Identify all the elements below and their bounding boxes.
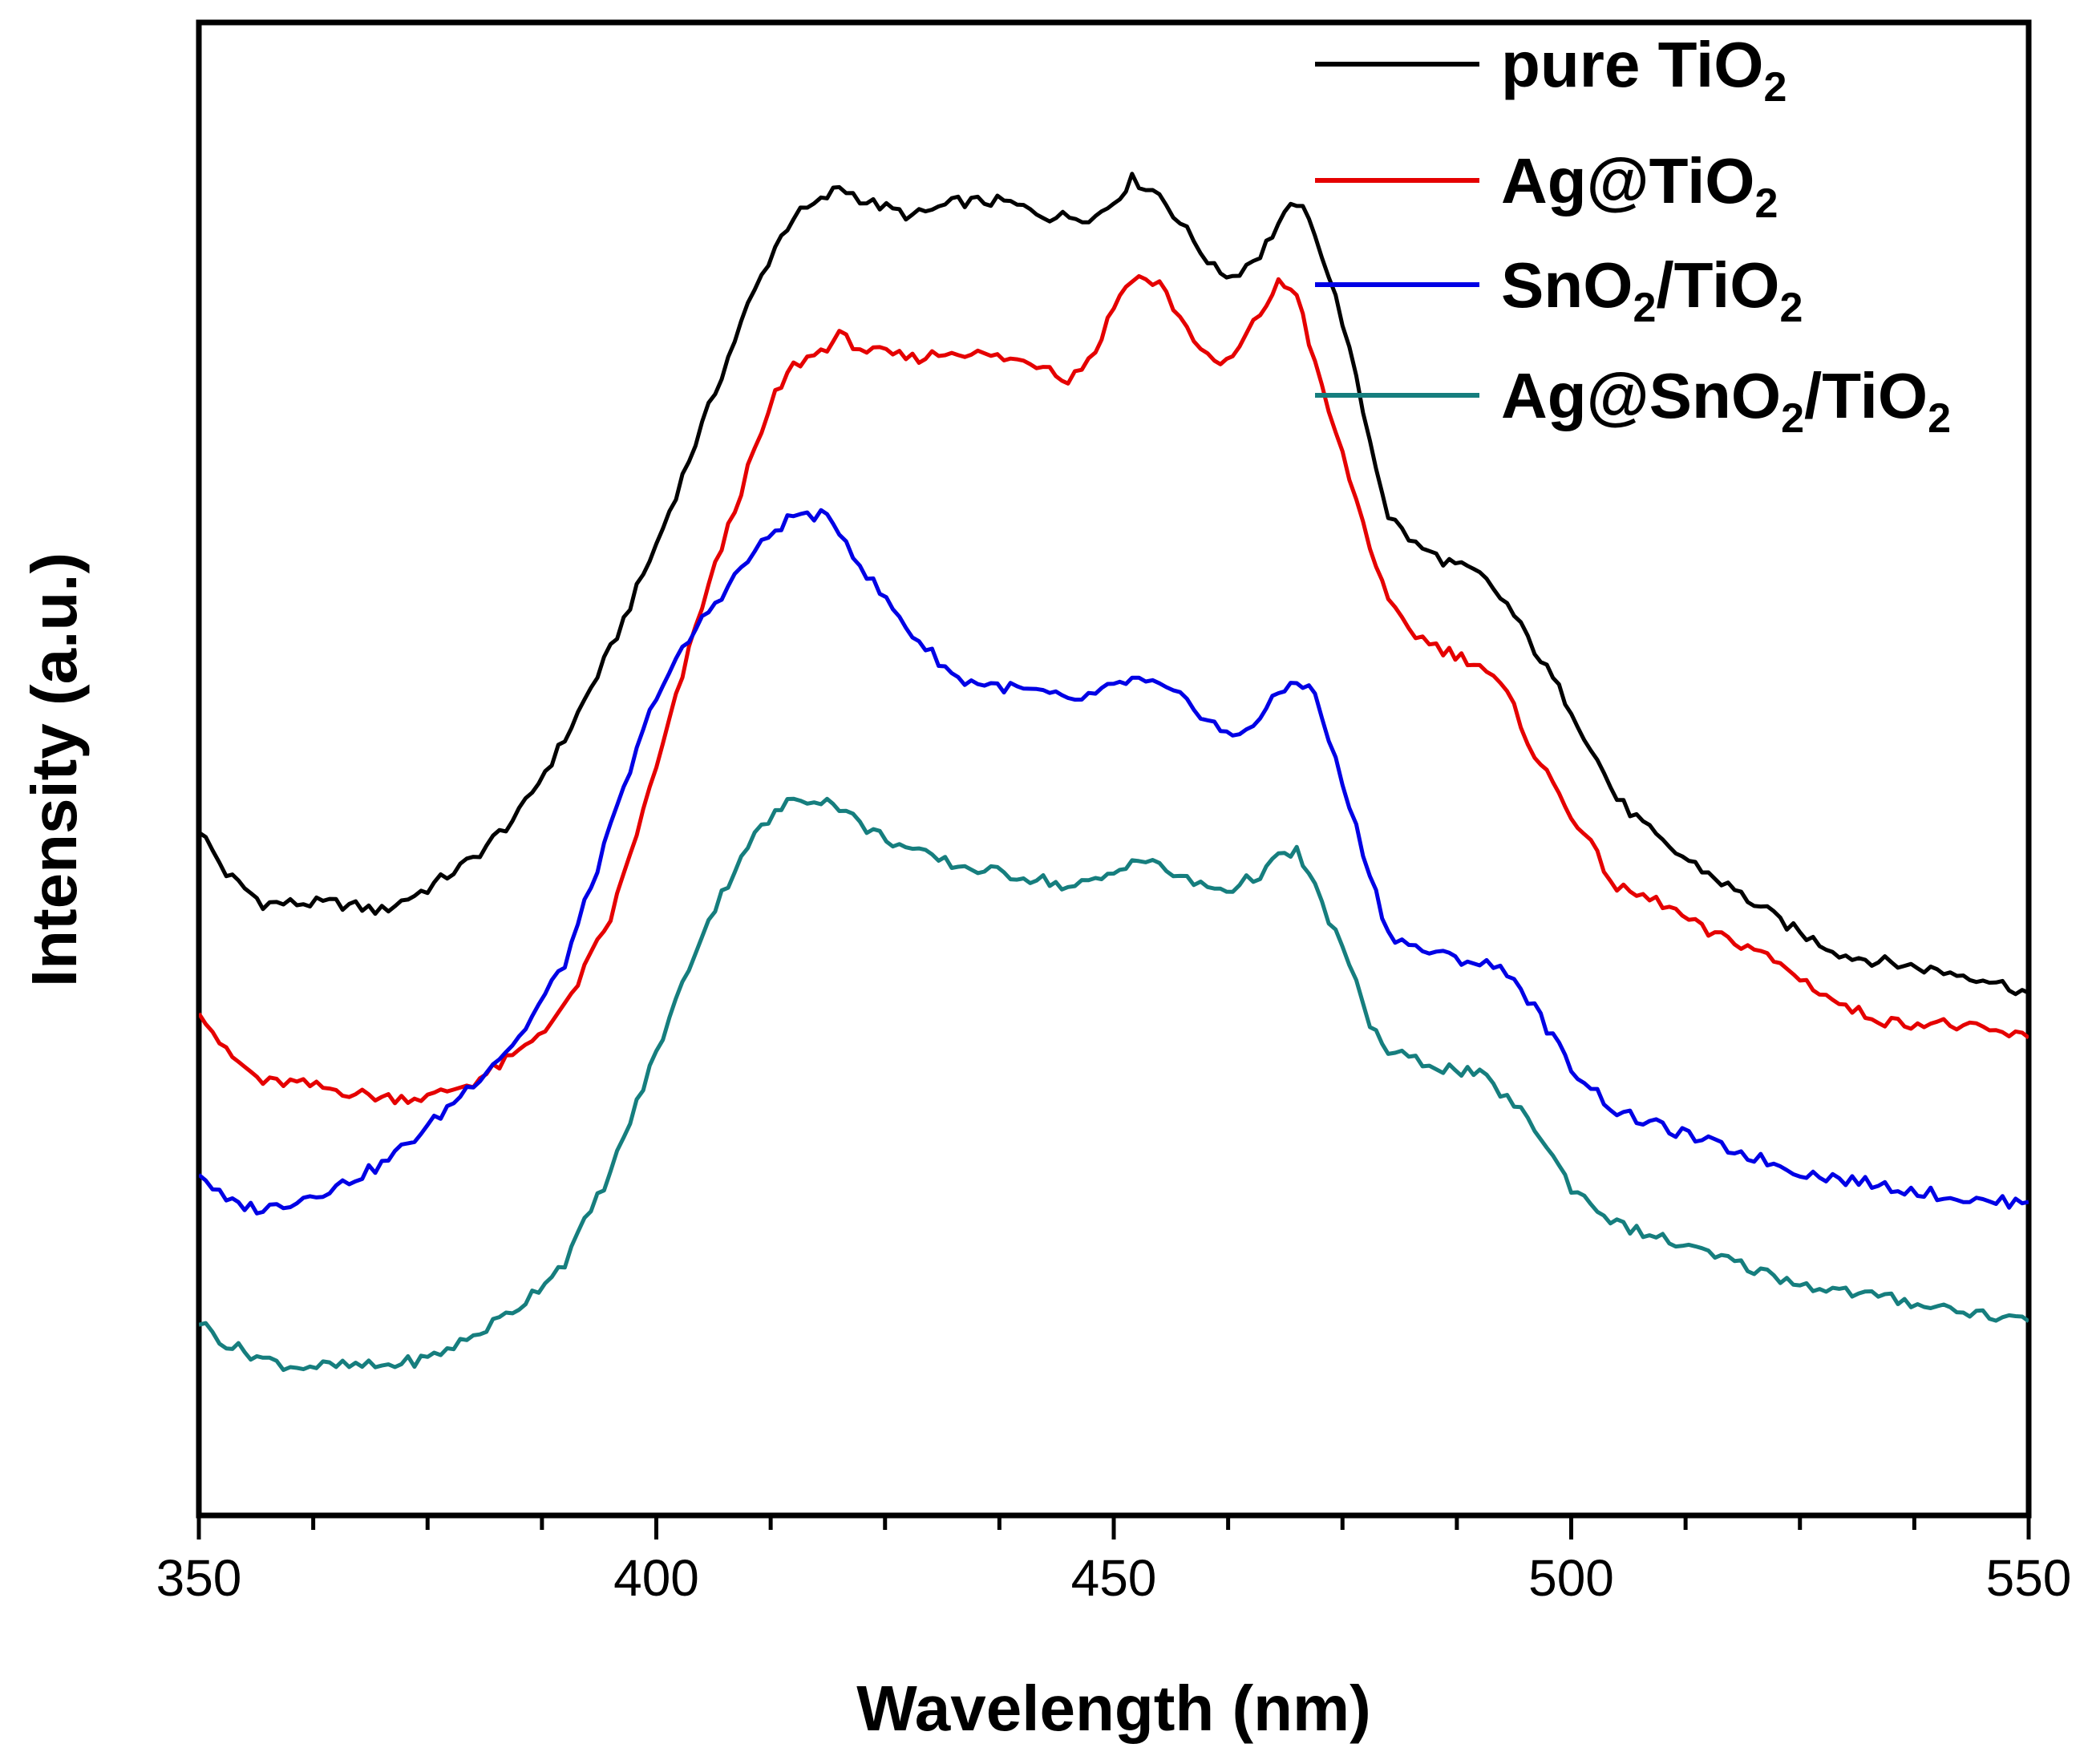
legend-label-ag-sno2-tio2: Ag@SnO2/TiO2 [1501,360,1951,442]
series-layer [199,172,2029,1373]
legend-label-pure-tio2: pure TiO2 [1501,29,1787,111]
legend-entry-pure-tio2: pure TiO2 [1315,29,1787,111]
series-line-pure-tio2 [199,172,2029,997]
legend-label-ag-tio2: Ag@TiO2 [1501,145,1778,227]
x-tick-label-400: 400 [613,1549,699,1607]
x-tick-label-350: 350 [156,1549,242,1607]
x-ticks: 350 400 450 500 550 [156,1515,2072,1607]
x-tick-label-500: 500 [1528,1549,1614,1607]
legend: pure TiO2 Ag@TiO2 SnO2/TiO2 Ag@SnO2/TiO2 [1315,29,1951,442]
x-axis-title: Wavelength (nm) [856,1673,1370,1744]
plot-frame [196,19,2032,1519]
legend-entry-ag-tio2: Ag@TiO2 [1315,145,1778,227]
legend-label-sno2-tio2: SnO2/TiO2 [1501,249,1803,331]
x-tick-label-450: 450 [1071,1549,1157,1607]
legend-entry-sno2-tio2: SnO2/TiO2 [1315,249,1803,331]
series-line-sno2-tio2 [199,508,2029,1216]
y-axis-title: Intensity (a.u.) [18,552,90,987]
series-line-ag-sno2-tio2 [199,796,2029,1373]
series-line-ag-tio2 [199,273,2029,1106]
legend-entry-ag-sno2-tio2: Ag@SnO2/TiO2 [1315,360,1951,442]
x-tick-label-550: 550 [1986,1549,2072,1607]
